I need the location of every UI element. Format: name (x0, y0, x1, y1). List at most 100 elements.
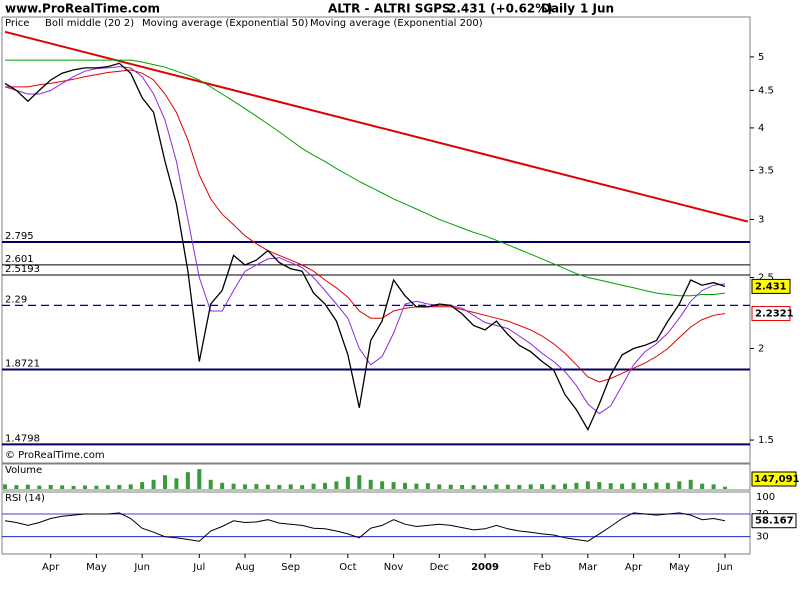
volume-bar (300, 485, 305, 489)
y-tick-label: 1.5 (758, 435, 774, 446)
x-tick-label: 2009 (471, 562, 499, 573)
volume-bar (265, 484, 270, 489)
series-line (5, 59, 726, 297)
watermark: © ProRealTime.com (5, 450, 105, 461)
value-tag: 58.167 (755, 516, 794, 527)
volume-bar (563, 483, 567, 489)
series-line (4, 62, 726, 432)
x-tick-label: May (669, 562, 690, 573)
volume-bar (174, 478, 179, 489)
x-tick-label: Jun (716, 562, 733, 573)
value-tag: 2.2321 (755, 309, 794, 320)
volume-bar (620, 483, 625, 489)
series-line (4, 66, 726, 415)
rsi-line (4, 512, 726, 542)
volume-bar (723, 486, 727, 489)
volume-bar (425, 483, 430, 489)
volume-bar (323, 482, 327, 489)
volume-panel (1, 463, 751, 491)
legend-entry: Price (5, 18, 29, 29)
legend-entry: Moving average (Exponential 50) (142, 18, 308, 29)
volume-bar (254, 484, 259, 489)
volume-bar (48, 485, 53, 489)
volume-bar (437, 484, 442, 489)
volume-bar (391, 482, 396, 489)
site-name: www.ProRealTime.com (5, 2, 160, 16)
level-label: 1.4798 (5, 433, 40, 444)
volume-bar (540, 484, 545, 489)
y-tick-label: 2.5 (758, 272, 774, 283)
y-tick-label: 4 (758, 123, 764, 134)
volume-bar (25, 484, 30, 489)
volume-bar (368, 479, 373, 489)
volume-bar (105, 485, 110, 489)
x-tick-label: Sep (281, 562, 300, 573)
volume-bar (357, 475, 362, 489)
volume-bar (60, 485, 65, 489)
x-tick-label: Aug (235, 562, 255, 573)
quote: 2.431 (+0.62%) (448, 2, 553, 16)
volume-bar (117, 485, 122, 489)
y-tick-label: 3 (758, 214, 764, 225)
volume-bar (505, 484, 510, 489)
value-tag-box (751, 306, 791, 322)
volume-bar (243, 484, 247, 489)
volume-bar (574, 482, 579, 489)
volume-bar (151, 479, 156, 489)
volume-bar (380, 481, 385, 489)
volume-bar (83, 485, 87, 489)
volume-bar (3, 484, 7, 489)
x-tick-label: Dec (430, 562, 449, 573)
volume-bar (208, 479, 213, 489)
level-label: 2.795 (5, 231, 34, 242)
volume-bar (597, 482, 602, 489)
volume-bar (654, 482, 659, 489)
volume-bar (643, 483, 647, 489)
volume-bar (231, 483, 236, 489)
volume-bar (471, 485, 476, 489)
volume-bar (334, 481, 339, 489)
period: Daily (541, 2, 575, 16)
volume-bar (197, 469, 202, 489)
date: 1 Jun (580, 2, 614, 16)
volume-bar (14, 485, 19, 489)
volume-bar (700, 483, 705, 489)
volume-bar (220, 482, 225, 489)
volume-bar (94, 485, 99, 489)
volume-bar (311, 483, 316, 489)
volume-bar (345, 476, 350, 489)
volume-bar (37, 485, 42, 489)
volume-bar (494, 484, 499, 489)
x-tick-label: Mar (578, 562, 598, 573)
y-tick-label: 3.5 (758, 165, 774, 176)
x-tick-label: Apr (42, 562, 60, 573)
level-label: 2.29 (5, 294, 27, 305)
volume-bar (585, 481, 590, 489)
rsi-title: RSI (14) (5, 493, 45, 504)
volume-bar (677, 481, 682, 489)
legend-entry: Moving average (Exponential 200) (310, 18, 483, 29)
level-label: 2.5193 (5, 264, 40, 275)
volume-bar (665, 482, 670, 489)
trend-line (4, 30, 749, 223)
legend-entry: Boll middle (20 2) (45, 18, 134, 29)
x-tick-label: Nov (384, 562, 404, 573)
x-tick-label: Jun (133, 562, 150, 573)
volume-bar (140, 482, 145, 489)
x-tick-label: Oct (339, 562, 356, 573)
volume-bar (403, 482, 407, 489)
value-tag-box (751, 513, 797, 529)
volume-bar (608, 483, 613, 489)
x-tick-label: Apr (625, 562, 643, 573)
rsi-panel (1, 491, 751, 555)
y-tick-label: 4.5 (758, 85, 774, 96)
y-tick-label: 2 (758, 343, 764, 354)
series-line (5, 69, 726, 383)
value-tag: 147,091 (754, 474, 800, 485)
level-label: 2.601 (5, 254, 34, 265)
y-tick-label: 5 (758, 52, 764, 63)
value-tag-box (751, 471, 797, 487)
x-tick-label: Feb (533, 562, 551, 573)
volume-bar (288, 484, 293, 489)
